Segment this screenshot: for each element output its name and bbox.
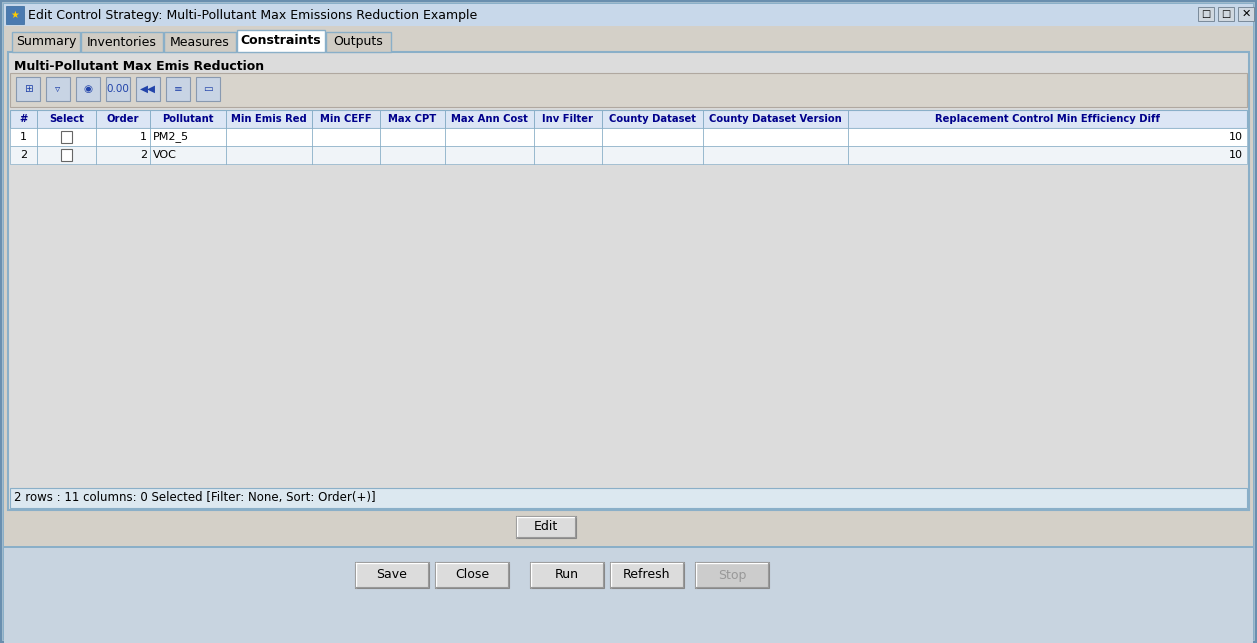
Text: Inv Filter: Inv Filter [543, 114, 593, 124]
Bar [13, 32, 80, 52]
Bar [10, 110, 1247, 128]
Text: Max Ann Cost: Max Ann Cost [451, 114, 528, 124]
Text: Measures: Measures [170, 35, 230, 48]
Bar [1198, 7, 1214, 21]
Text: Close: Close [455, 568, 489, 581]
Text: ⊞: ⊞ [24, 84, 33, 94]
Text: □: □ [1222, 9, 1231, 19]
Bar [106, 77, 129, 101]
Text: Edit: Edit [534, 520, 558, 534]
Text: Order: Order [107, 114, 140, 124]
Bar [62, 149, 72, 161]
Bar [10, 73, 1247, 107]
Text: Edit Control Strategy: Multi-Pollutant Max Emissions Reduction Example: Edit Control Strategy: Multi-Pollutant M… [28, 8, 478, 21]
Bar [517, 516, 576, 538]
Text: Refresh: Refresh [623, 568, 671, 581]
Bar [163, 32, 236, 52]
Text: PM2_5: PM2_5 [153, 132, 189, 143]
Text: 10: 10 [1229, 150, 1243, 160]
Bar [610, 562, 684, 588]
Text: 1: 1 [20, 132, 26, 142]
Bar [238, 30, 326, 52]
Text: Save: Save [377, 568, 407, 581]
Text: 0.00: 0.00 [107, 84, 129, 94]
Text: Stop: Stop [718, 568, 747, 581]
Text: Min Emis Red: Min Emis Red [231, 114, 307, 124]
Bar [4, 546, 1253, 548]
Bar [10, 488, 1247, 508]
Text: Max CPT: Max CPT [388, 114, 436, 124]
Text: Inventories: Inventories [87, 35, 157, 48]
Text: County Dataset: County Dataset [608, 114, 696, 124]
Text: ▭: ▭ [204, 84, 212, 94]
Text: Replacement Control Min Efficiency Diff: Replacement Control Min Efficiency Diff [935, 114, 1160, 124]
Text: VOC: VOC [153, 150, 177, 160]
Bar [695, 562, 769, 588]
Bar [6, 6, 24, 24]
Text: ◀◀: ◀◀ [140, 84, 156, 94]
Text: Run: Run [556, 568, 579, 581]
Text: Pollutant: Pollutant [162, 114, 214, 124]
Bar [4, 548, 1253, 643]
Bar [10, 128, 1247, 146]
Text: Constraints: Constraints [240, 35, 322, 48]
Text: Outputs: Outputs [333, 35, 383, 48]
Bar [10, 146, 1247, 164]
Bar [4, 26, 1253, 596]
Text: 10: 10 [1229, 132, 1243, 142]
Text: 2: 2 [140, 150, 147, 160]
Bar [75, 77, 101, 101]
Bar [80, 32, 163, 52]
Bar [354, 562, 429, 588]
Bar [196, 77, 220, 101]
Bar [62, 131, 72, 143]
Bar [1238, 7, 1254, 21]
Text: ≡: ≡ [173, 84, 182, 94]
Text: 2: 2 [20, 150, 28, 160]
Text: 2 rows : 11 columns: 0 Selected [Filter: None, Sort: Order(+)]: 2 rows : 11 columns: 0 Selected [Filter:… [14, 491, 376, 505]
Text: ★: ★ [10, 10, 19, 20]
Bar [4, 4, 1253, 26]
Text: Min CEFF: Min CEFF [321, 114, 372, 124]
Text: #: # [19, 114, 28, 124]
Text: Summary: Summary [16, 35, 77, 48]
Bar [1218, 7, 1234, 21]
Bar [47, 77, 70, 101]
Text: □: □ [1202, 9, 1210, 19]
Text: ▿: ▿ [55, 84, 60, 94]
Text: ✕: ✕ [1242, 9, 1251, 19]
Bar [326, 32, 391, 52]
Bar [166, 77, 190, 101]
Bar [136, 77, 160, 101]
Bar [435, 562, 509, 588]
Bar [16, 77, 40, 101]
Text: Select: Select [49, 114, 84, 124]
Text: ◉: ◉ [83, 84, 93, 94]
Text: 1: 1 [140, 132, 147, 142]
Text: Multi-Pollutant Max Emis Reduction: Multi-Pollutant Max Emis Reduction [14, 60, 264, 73]
Text: County Dataset Version: County Dataset Version [709, 114, 842, 124]
Bar [8, 52, 1249, 510]
Bar [530, 562, 605, 588]
